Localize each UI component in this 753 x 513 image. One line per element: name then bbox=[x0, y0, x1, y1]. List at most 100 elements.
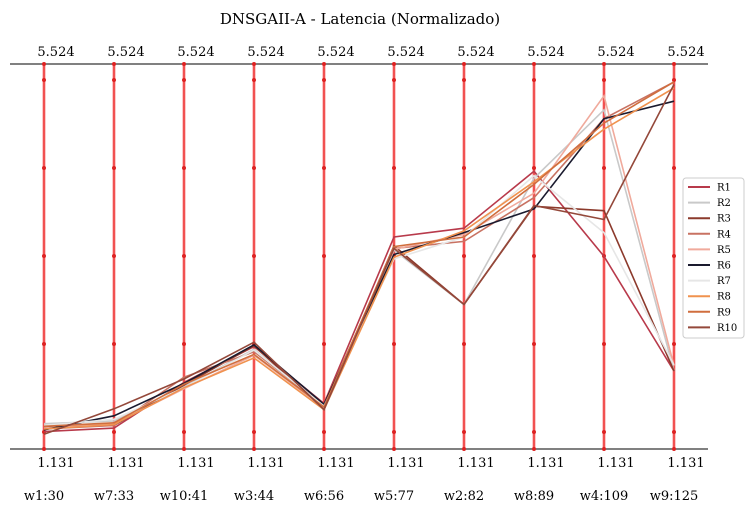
axis-tick-dot bbox=[392, 166, 396, 170]
top-tick-label: 5.524 bbox=[247, 45, 284, 60]
axis-tick-dot bbox=[252, 447, 256, 451]
top-tick-label: 5.524 bbox=[387, 45, 424, 60]
series-line-R2 bbox=[43, 108, 675, 425]
axis-tick-dot bbox=[602, 342, 606, 346]
axis-tick-dot bbox=[182, 430, 186, 434]
axis-tick-dot bbox=[252, 78, 256, 82]
axis-tick-dot bbox=[672, 62, 676, 66]
axis-tick-dot bbox=[182, 78, 186, 82]
axis-tick-dot bbox=[182, 342, 186, 346]
axis-tick-dot bbox=[392, 78, 396, 82]
axis-tick-dot bbox=[602, 166, 606, 170]
series-lines bbox=[43, 81, 675, 435]
legend-label-R3: R3 bbox=[717, 214, 731, 225]
legend-label-R10: R10 bbox=[717, 323, 737, 334]
axis-tick-dot bbox=[462, 342, 466, 346]
legend-label-R9: R9 bbox=[717, 307, 731, 318]
axis-tick-dot bbox=[42, 342, 46, 346]
top-tick-label: 5.524 bbox=[107, 45, 144, 60]
axis-tick-dot bbox=[532, 342, 536, 346]
legend: R1 R2 R3 R4 R5 R6 R7 R8 R9 R10 bbox=[682, 177, 745, 339]
bottom-tick-label: 1.131 bbox=[527, 456, 564, 471]
category-label: w3:44 bbox=[234, 489, 274, 504]
axis-tick-dot bbox=[112, 430, 116, 434]
axis-tick-dot bbox=[112, 62, 116, 66]
axis-tick-dot bbox=[182, 447, 186, 451]
axis-tick-dot bbox=[672, 78, 676, 82]
axis-tick-dot bbox=[322, 62, 326, 66]
series-line-R6 bbox=[43, 100, 675, 431]
top-tick-label: 5.524 bbox=[597, 45, 634, 60]
axis-tick-dot bbox=[462, 430, 466, 434]
axis-tick-dot bbox=[392, 342, 396, 346]
bottom-tick-label: 1.131 bbox=[667, 456, 704, 471]
axis-tick-dot bbox=[252, 254, 256, 258]
axis-tick-dot bbox=[462, 254, 466, 258]
axis-tick-dot bbox=[182, 62, 186, 66]
axis-tick-dot bbox=[532, 430, 536, 434]
axis-tick-dot bbox=[42, 447, 46, 451]
axis-tick-dot bbox=[42, 62, 46, 66]
bottom-tick-label: 1.131 bbox=[37, 456, 74, 471]
series-line-R1 bbox=[43, 170, 675, 433]
category-label: w9:125 bbox=[650, 489, 699, 504]
axis-tick-dot bbox=[392, 430, 396, 434]
axis-tick-dot bbox=[112, 342, 116, 346]
axis-tick-dot bbox=[462, 447, 466, 451]
axis-tick-dot bbox=[112, 447, 116, 451]
legend-label-R6: R6 bbox=[717, 261, 731, 272]
bottom-tick-label: 1.131 bbox=[457, 456, 494, 471]
axis-tick-dot bbox=[322, 78, 326, 82]
axis-tick-dot bbox=[322, 166, 326, 170]
axis-tick-dot bbox=[112, 166, 116, 170]
axis-tick-dot bbox=[672, 447, 676, 451]
bottom-tick-label: 1.131 bbox=[107, 456, 144, 471]
axis-tick-dot bbox=[42, 78, 46, 82]
category-label: w10:41 bbox=[160, 489, 209, 504]
axis-tick-dot bbox=[42, 166, 46, 170]
series-line-R9 bbox=[43, 81, 675, 428]
legend-label-R7: R7 bbox=[717, 276, 731, 287]
axis-tick-dot bbox=[322, 430, 326, 434]
category-label: w4:109 bbox=[580, 489, 629, 504]
category-label: w6:56 bbox=[304, 489, 344, 504]
axis-tick-dot bbox=[602, 447, 606, 451]
chart-title: DNSGAII-A - Latencia (Normalizado) bbox=[220, 10, 500, 28]
axis-tick-dot bbox=[462, 78, 466, 82]
axis-tick-dot bbox=[672, 166, 676, 170]
legend-label-R5: R5 bbox=[717, 245, 731, 256]
top-tick-label: 5.524 bbox=[667, 45, 704, 60]
axis-tick-dot bbox=[392, 447, 396, 451]
top-tick-label: 5.524 bbox=[527, 45, 564, 60]
axis-tick-dot bbox=[322, 342, 326, 346]
bottom-tick-label: 1.131 bbox=[387, 456, 424, 471]
category-label: w7:33 bbox=[94, 489, 134, 504]
legend-label-R4: R4 bbox=[717, 229, 731, 240]
axis-tick-dot bbox=[252, 62, 256, 66]
top-tick-label: 5.524 bbox=[457, 45, 494, 60]
category-label: w1:30 bbox=[24, 489, 64, 504]
bottom-tick-label: 1.131 bbox=[317, 456, 354, 471]
axis-tick-dot bbox=[182, 254, 186, 258]
axis-tick-dot bbox=[252, 166, 256, 170]
axis-tick-dot bbox=[532, 166, 536, 170]
bottom-tick-label: 1.131 bbox=[177, 456, 214, 471]
axis-tick-dot bbox=[322, 254, 326, 258]
axis-tick-dot bbox=[602, 78, 606, 82]
category-label: w8:89 bbox=[514, 489, 554, 504]
axis-tick-dot bbox=[602, 430, 606, 434]
axis-tick-dot bbox=[672, 430, 676, 434]
series-line-R10 bbox=[43, 84, 675, 435]
axis-tick-dot bbox=[112, 254, 116, 258]
top-tick-label: 5.524 bbox=[177, 45, 214, 60]
category-label: w5:77 bbox=[374, 489, 414, 504]
axis-tick-dot bbox=[322, 447, 326, 451]
axis-tick-dot bbox=[602, 62, 606, 66]
legend-label-R1: R1 bbox=[717, 183, 731, 194]
axis-tick-dot bbox=[42, 254, 46, 258]
axis-tick-dot bbox=[462, 166, 466, 170]
top-tick-labels: 5.524 5.524 5.524 5.524 5.524 5.524 5.524 5.524… bbox=[37, 45, 704, 60]
legend-label-R8: R8 bbox=[717, 292, 731, 303]
series-line-R3 bbox=[43, 205, 675, 428]
